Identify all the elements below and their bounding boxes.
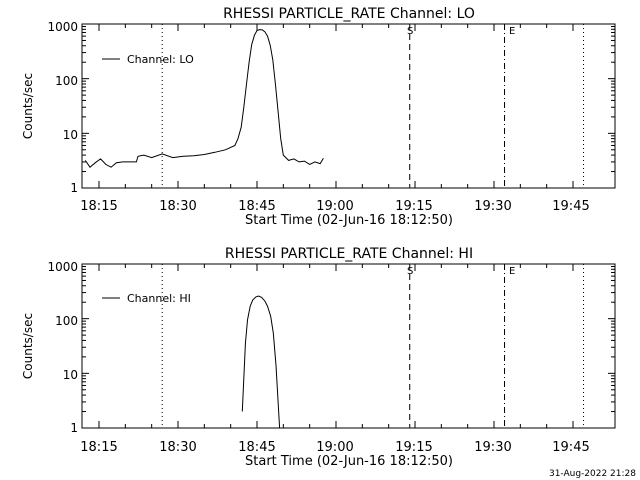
marker-label-start: S [407,266,413,277]
y-tick-labels: 1000 100 10 1 [47,20,78,195]
x-tick-label: 18:45 [238,440,275,455]
x-tick-label: 19:30 [474,199,511,214]
x-tick-label: 18:15 [80,440,117,455]
series-line [241,295,281,429]
y-tick-label: 1000 [47,260,78,274]
x-axis-label: Start Time (02-Jun-16 18:12:50) [245,454,453,469]
y-tick-label: 10 [63,368,78,382]
x-tick-label: 18:45 [238,199,275,214]
x-axis-label: Start Time (02-Jun-16 18:12:50) [245,213,453,228]
x-tick-label: 19:45 [552,199,589,214]
marker-label-end: E [509,266,515,277]
y-tick-label: 1 [70,181,78,195]
x-tick-label: 18:15 [80,199,117,214]
chart-title: RHESSI PARTICLE_RATE Channel: HI [225,246,473,262]
x-tick-labels: 18:15 18:30 18:45 19:00 19:15 19:30 19:4… [80,440,589,455]
y-tick-label: 1000 [47,20,78,34]
legend: Channel: LO [102,53,194,66]
x-tick-label: 19:00 [316,199,353,214]
marker-label-start: S [407,26,413,37]
footer-timestamp: 31-Aug-2022 21:28 [549,469,636,479]
x-tick-label: 19:45 [552,440,589,455]
series-line [84,29,324,168]
x-tick-labels: 18:15 18:30 18:45 19:00 19:15 19:30 19:4… [80,199,589,214]
y-tick-label: 1 [70,421,78,435]
x-tick-label: 19:15 [395,199,432,214]
y-tick-label: 10 [63,128,78,142]
x-tick-label: 19:00 [316,440,353,455]
y-tick-label: 100 [55,74,78,88]
chart-panel-hi: RHESSI PARTICLE_RATE Channel: HI Counts/… [21,246,616,469]
plot-frame [81,23,616,189]
y-axis-label: Counts/sec [21,313,35,379]
x-tick-label: 19:15 [395,440,432,455]
y-tick-label: 100 [55,314,78,328]
y-tick-labels: 1000 100 10 1 [47,260,78,435]
legend-label: Channel: LO [127,53,194,66]
legend-label: Channel: HI [127,292,191,305]
legend: Channel: HI [102,292,191,305]
plot-frame [81,263,616,429]
marker-label-end: E [509,26,515,37]
y-axis-label: Counts/sec [21,73,35,139]
x-tick-label: 18:30 [159,199,196,214]
x-tick-label: 19:30 [474,440,511,455]
x-tick-label: 18:30 [159,440,196,455]
chart-title: RHESSI PARTICLE_RATE Channel: LO [223,6,475,22]
chart-panel-lo: RHESSI PARTICLE_RATE Channel: LO Counts/… [21,6,616,228]
